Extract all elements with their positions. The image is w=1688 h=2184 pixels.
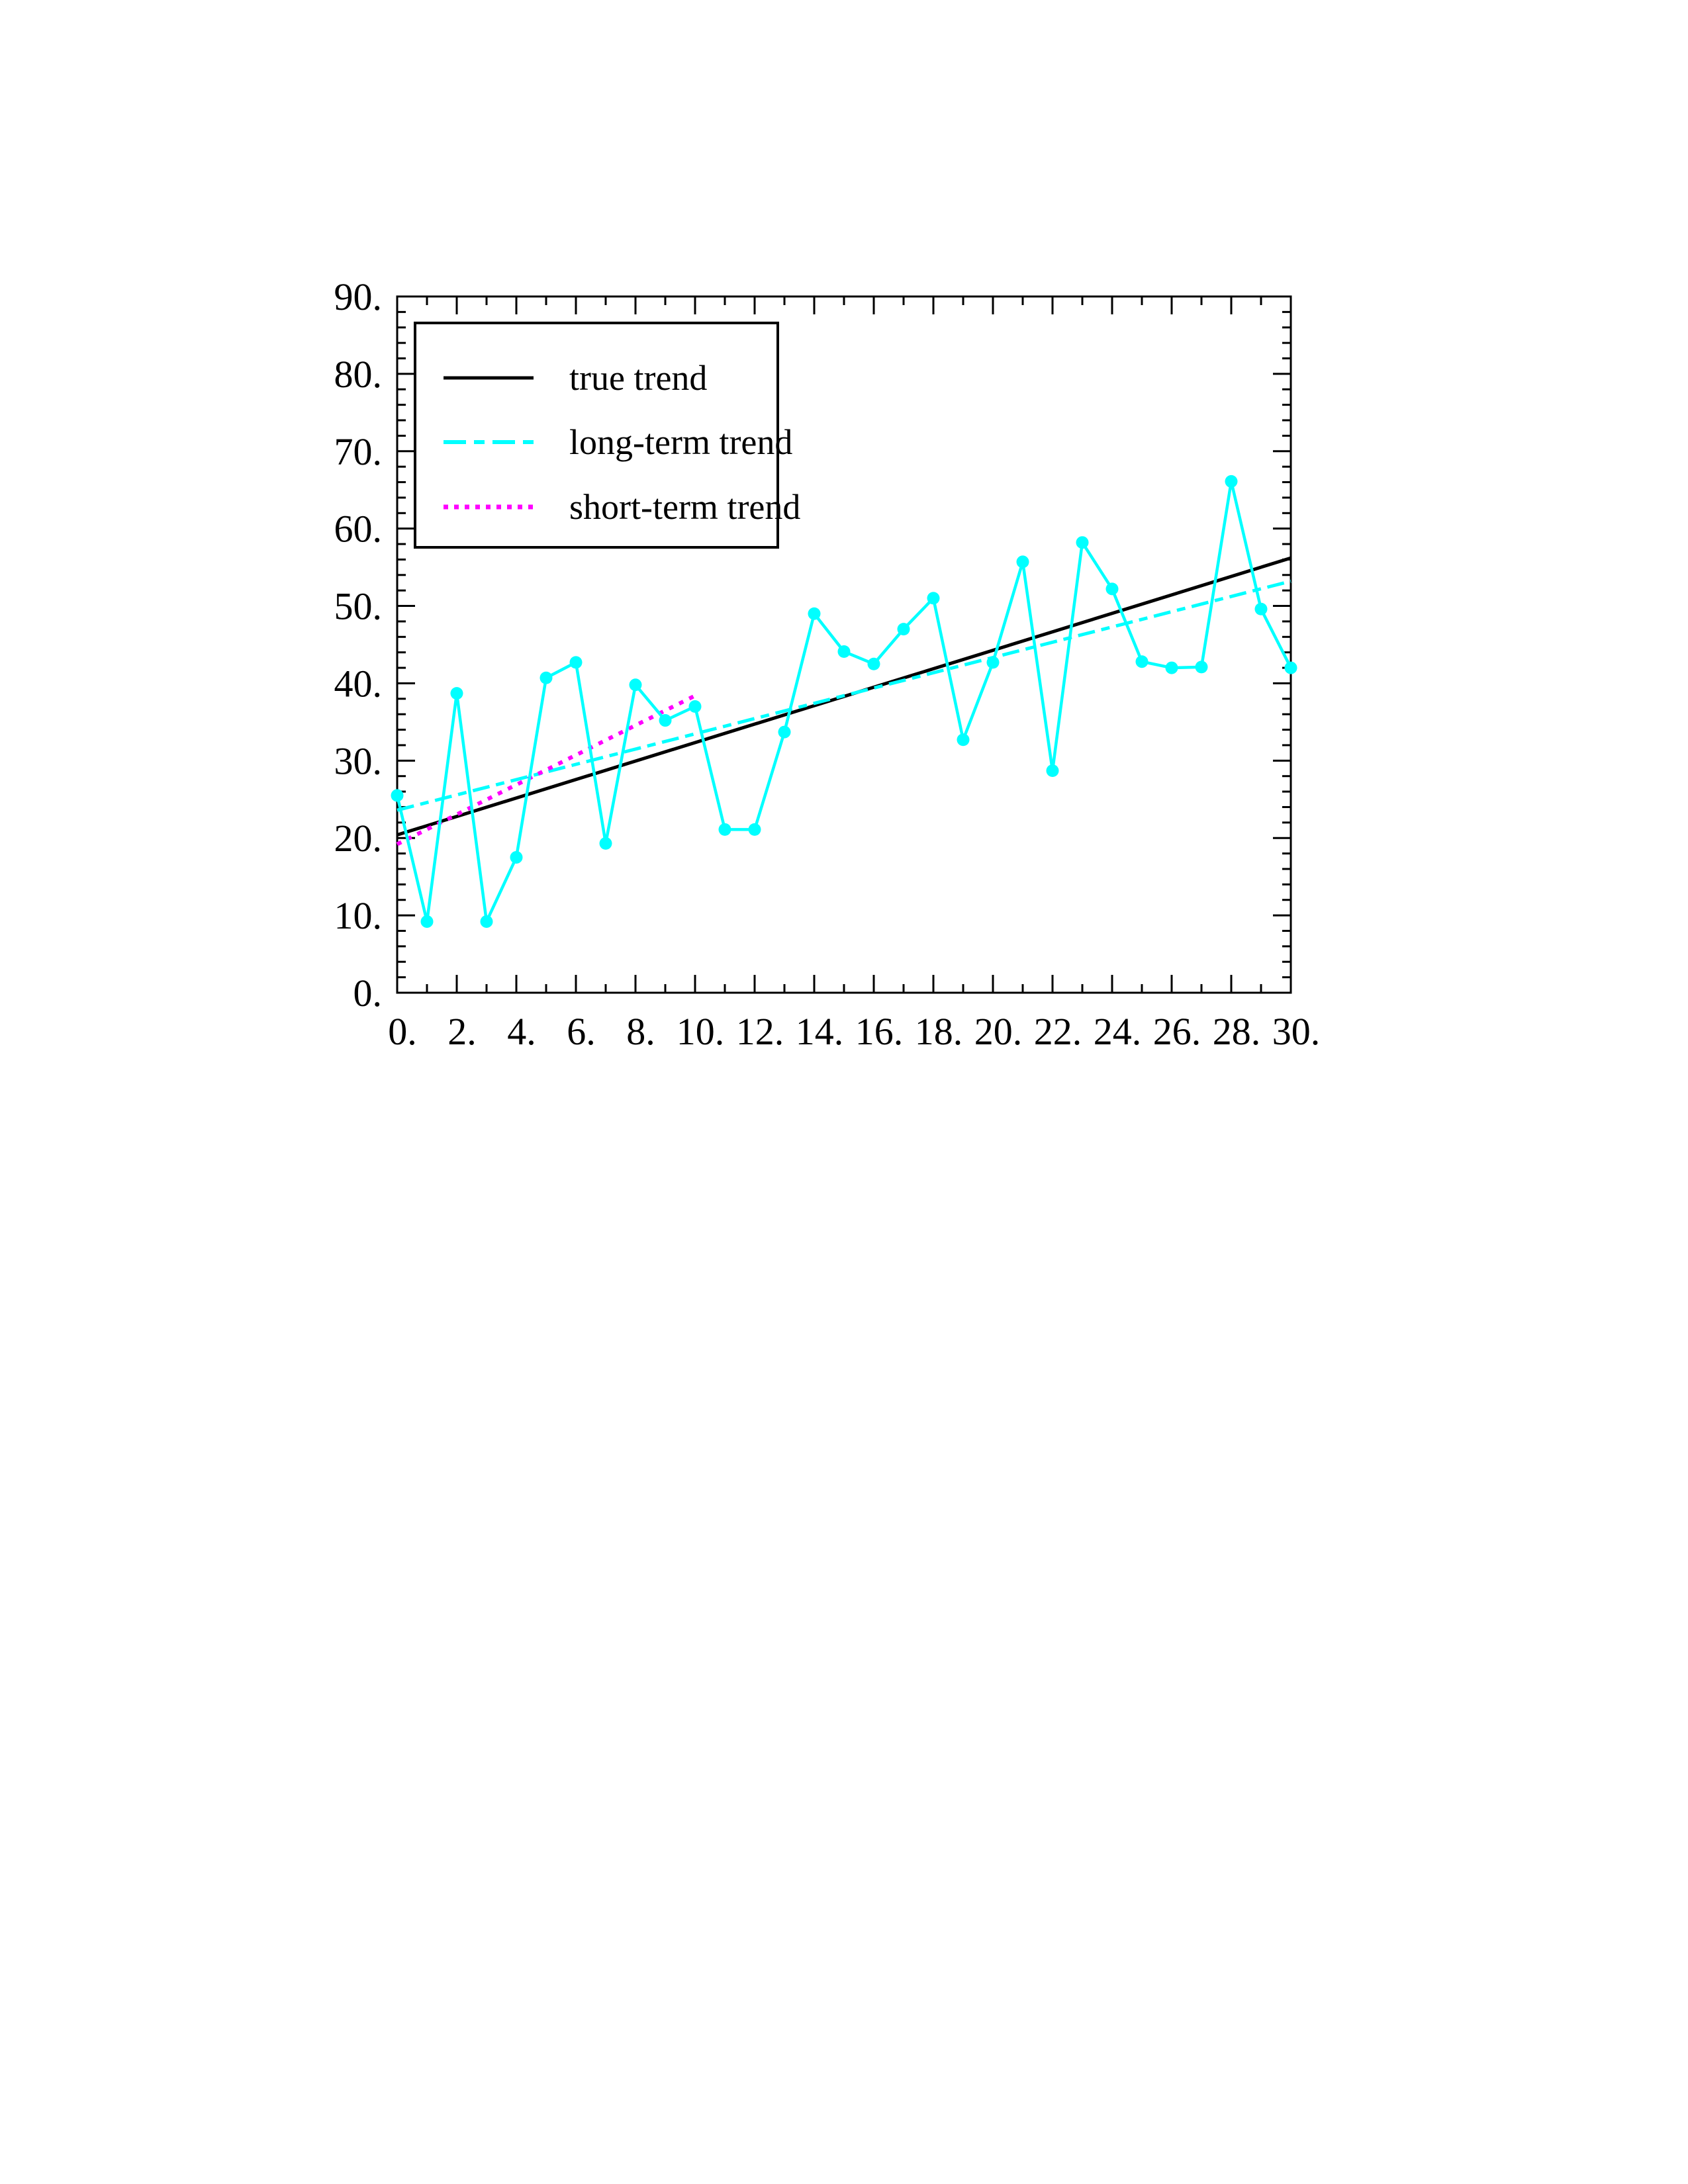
data-point-marker xyxy=(1195,660,1208,674)
data-point-marker xyxy=(510,850,523,864)
y-axis-tick-label: 20. xyxy=(334,817,383,860)
x-axis-tick-label: 20. xyxy=(974,1010,1023,1053)
data-point-marker xyxy=(659,714,672,727)
data-point-marker xyxy=(391,789,404,802)
x-axis-tick-label: 16. xyxy=(855,1010,904,1053)
data-point-marker xyxy=(867,657,880,670)
data-point-marker xyxy=(957,733,970,747)
data-point-marker xyxy=(450,687,463,700)
data-point-marker xyxy=(986,656,1000,669)
y-axis-tick-label: 90. xyxy=(334,275,383,318)
legend-label-true-trend: true trend xyxy=(569,358,707,398)
legend-box: true trend long-term trend short-term tr… xyxy=(414,322,800,549)
y-axis-tick-label: 40. xyxy=(334,662,383,705)
legend-label-long-term-trend: long-term trend xyxy=(569,422,792,462)
data-point-marker xyxy=(629,678,642,692)
data-point-marker xyxy=(1225,475,1238,488)
data-point-marker xyxy=(1076,536,1089,549)
data-point-marker xyxy=(539,671,553,684)
data-point-marker xyxy=(480,915,493,928)
data-point-marker xyxy=(1135,655,1149,668)
data-point-marker xyxy=(1046,764,1059,778)
x-axis-tick-label: 22. xyxy=(1034,1010,1082,1053)
x-axis-tick-label: 10. xyxy=(677,1010,725,1053)
x-axis-tick-label: 18. xyxy=(915,1010,963,1053)
trend-line-long-term-trend xyxy=(397,579,1291,812)
data-point-marker xyxy=(748,823,761,836)
x-axis-tick-label: 14. xyxy=(796,1010,844,1053)
y-axis-tick-label: 80. xyxy=(334,353,383,396)
data-point-marker xyxy=(569,656,583,669)
data-point-marker xyxy=(897,623,910,636)
x-axis-tick-label: 8. xyxy=(626,1010,655,1053)
x-axis-tick-label: 24. xyxy=(1094,1010,1142,1053)
y-axis-tick-label: 10. xyxy=(334,894,383,937)
legend-label-short-term-trend: short-term trend xyxy=(569,487,800,527)
y-axis-tick-label: 70. xyxy=(334,430,383,473)
x-axis-tick-label: 6. xyxy=(567,1010,596,1053)
y-axis-tick-label: 30. xyxy=(334,739,383,782)
data-point-marker xyxy=(688,700,702,713)
data-point-marker xyxy=(718,823,731,836)
y-axis-tick-label: 0. xyxy=(353,972,383,1015)
x-axis-tick-label: 0. xyxy=(388,1010,417,1053)
data-point-marker xyxy=(1165,661,1178,674)
data-point-marker xyxy=(1254,602,1268,615)
data-point-marker xyxy=(1105,582,1119,596)
series-layer xyxy=(391,475,1297,928)
data-point-marker xyxy=(837,645,851,659)
x-axis-tick-label: 28. xyxy=(1213,1010,1261,1053)
data-point-marker xyxy=(1284,661,1297,674)
data-point-marker xyxy=(927,592,940,605)
x-axis-tick-label: 26. xyxy=(1153,1010,1201,1053)
data-point-marker xyxy=(808,607,821,620)
data-point-marker xyxy=(778,725,791,739)
x-axis-tick-label: 12. xyxy=(736,1010,784,1053)
axes-layer: 0. 2. 4. 6. 8. 10. 12. 14. 16. 18. 20. 22. 24. 26. 28.… xyxy=(334,275,1321,1053)
data-point-marker xyxy=(420,915,434,928)
y-axis-tick-label: 50. xyxy=(334,585,383,628)
legend-border xyxy=(414,322,779,549)
x-axis-tick-label: 30. xyxy=(1272,1010,1321,1053)
data-point-marker xyxy=(1016,555,1029,569)
y-axis-tick-label: 60. xyxy=(334,508,383,551)
data-point-marker xyxy=(599,837,612,850)
x-axis-tick-label: 2. xyxy=(447,1010,477,1053)
x-axis-tick-label: 4. xyxy=(507,1010,536,1053)
